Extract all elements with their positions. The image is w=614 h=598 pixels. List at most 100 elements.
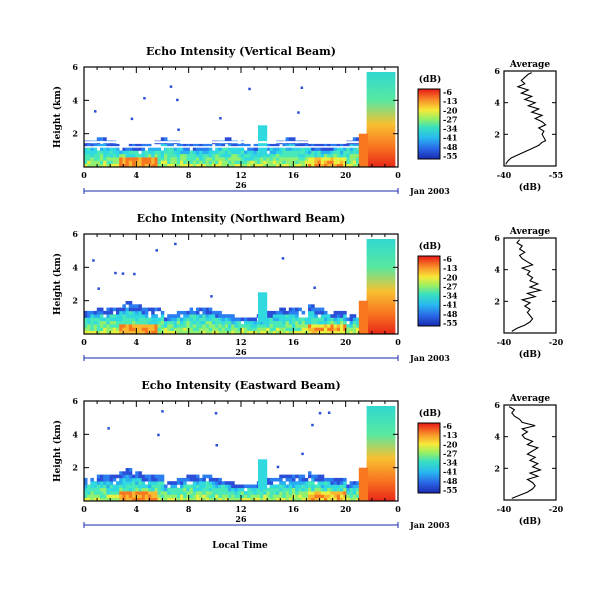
date-suffix: Jan 2003 [409,353,450,363]
colorbar-tick-label: -41 [443,467,457,477]
echo-field [84,239,396,335]
date-suffix: Jan 2003 [409,520,450,530]
x-tick-label: 4 [134,170,140,180]
colorbar-tick-label: -41 [443,133,457,143]
x-tick-label: 12 [235,170,246,180]
profile-line [511,239,543,332]
profile-y-tick-label: 4 [494,98,500,108]
y-tick-label: 4 [72,262,78,272]
colorbar-tick-label: -34 [443,124,458,134]
y-tick-label: 2 [72,129,78,139]
x-tick-label: 16 [288,504,300,514]
y-tick-label: 2 [72,463,78,473]
profile-x-tick-label: -20 [549,504,564,514]
profile-y-tick-label: 2 [494,129,500,139]
colorbar-tick-label: -55 [443,485,457,495]
x-tick-label: 4 [134,504,140,514]
colorbar [417,88,441,160]
profile-y-tick-label: 4 [494,265,500,275]
y-tick-label: 6 [72,396,78,406]
profile-y-tick-label: 2 [494,296,500,306]
colorbar-tick-label: -27 [443,281,457,291]
profile-line [508,406,543,499]
y-axis-label: Height (km) [52,253,63,315]
profile-title: Average [509,60,550,70]
x-tick-label: 16 [288,337,300,347]
y-axis-label: Height (km) [52,86,63,148]
colorbar-unit: (dB) [419,241,441,252]
colorbar-unit: (dB) [419,74,441,85]
x-tick-label: 0 [81,170,87,180]
colorbar-tick-label: -13 [443,430,458,440]
colorbar-tick-label: -48 [443,476,458,486]
colorbar-tick-label: -27 [443,114,457,124]
x-tick-label: 8 [186,170,192,180]
x-tick-label: 8 [186,337,192,347]
profile-y-tick-label: 6 [494,233,500,243]
profile-x-label: (dB) [519,182,541,193]
x-axis-label: Local Time [212,541,268,551]
profile-y-tick-label: 4 [494,432,500,442]
y-tick-label: 6 [72,62,78,72]
panel-0: Echo Intensity (Vertical Beam) 2 4 6 Height … [52,45,563,196]
colorbar-tick-label: -20 [443,439,458,449]
y-tick-label: 2 [72,296,78,306]
profile-line [505,72,547,165]
colorbar-tick-label: -55 [443,318,457,328]
date-suffix: Jan 2003 [409,186,450,196]
x-tick-label: 20 [340,337,352,347]
y-axis-label: Height (km) [52,420,63,482]
profile-x-tick-label: -40 [497,337,512,347]
date-label: 26 [235,180,247,190]
panel-1: Echo Intensity (Northward Beam) 2 4 6 Height… [52,212,564,363]
panel-title: Echo Intensity (Eastward Beam) [141,379,340,392]
x-tick-label: 8 [186,504,192,514]
profile-y-tick-label: 6 [494,400,500,410]
colorbar-tick-label: -55 [443,151,457,161]
colorbar-tick-label: -6 [443,254,452,264]
panel-2: Echo Intensity (Eastward Beam) 2 4 6 Height … [52,379,564,530]
profile-title: Average [509,227,550,237]
colorbar-tick-label: -48 [443,142,458,152]
colorbar [417,422,441,494]
colorbar-tick-label: -41 [443,300,457,310]
profile-x-label: (dB) [519,516,541,527]
profile-x-label: (dB) [519,349,541,360]
x-tick-label: 0 [395,337,401,347]
x-tick-label: 0 [81,337,87,347]
profile-frame [503,237,557,334]
profile-frame [503,404,557,501]
date-label: 26 [235,347,247,357]
y-tick-label: 6 [72,229,78,239]
x-tick-label: 16 [288,170,300,180]
profile-y-tick-label: 2 [494,463,500,473]
colorbar-tick-label: -34 [443,458,458,468]
colorbar-tick-label: -20 [443,272,458,282]
colorbar-tick-label: -13 [443,96,458,106]
colorbar [417,255,441,327]
panel-title: Echo Intensity (Northward Beam) [137,212,346,225]
colorbar-tick-label: -13 [443,263,458,273]
panel-title: Echo Intensity (Vertical Beam) [146,45,336,58]
profile-x-tick-label: -55 [549,170,563,180]
y-tick-label: 4 [72,429,78,439]
x-tick-label: 0 [395,170,401,180]
profile-title: Average [509,394,550,404]
colorbar-tick-label: -34 [443,291,458,301]
colorbar-unit: (dB) [419,408,441,419]
colorbar-tick-label: -20 [443,105,458,115]
y-tick-label: 4 [72,95,78,105]
profile-x-tick-label: -40 [497,504,512,514]
echo-field [84,406,396,502]
colorbar-tick-label: -6 [443,87,452,97]
x-tick-label: 0 [395,504,401,514]
profile-y-tick-label: 6 [494,66,500,76]
colorbar-tick-label: -48 [443,309,458,319]
echo-field [84,72,396,168]
x-tick-label: 20 [340,504,352,514]
profile-x-tick-label: -40 [497,170,512,180]
x-tick-label: 4 [134,337,140,347]
x-tick-label: 0 [81,504,87,514]
